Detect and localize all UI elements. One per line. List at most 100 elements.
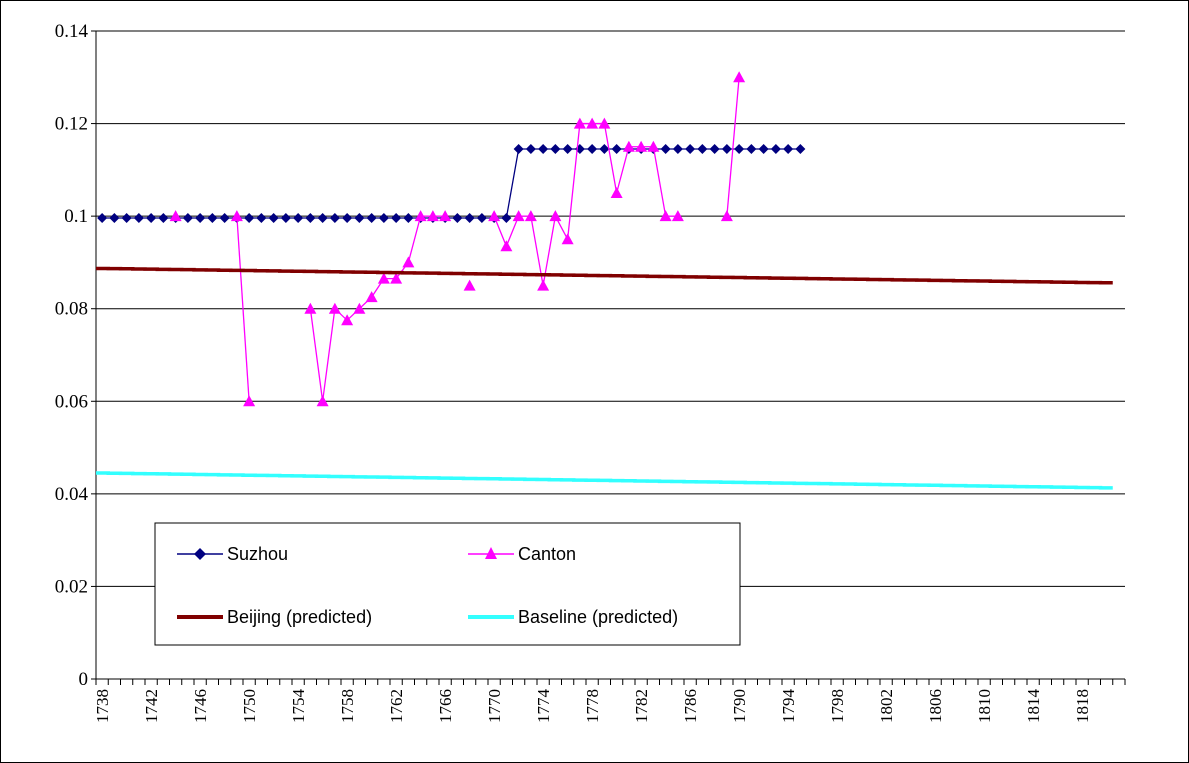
legend-item-beijing: Beijing (predicted) xyxy=(177,607,372,627)
x-tick-label-1770: 1770 xyxy=(485,689,504,723)
point-suzhou-1762 xyxy=(391,212,402,223)
legend-item-suzhou: Suzhou xyxy=(177,544,288,564)
x-tick-label-1758: 1758 xyxy=(338,689,357,723)
point-canton-1770 xyxy=(488,210,501,222)
x-tick-label-1806: 1806 xyxy=(926,689,945,723)
point-suzhou-1757 xyxy=(329,212,340,223)
point-suzhou-1755 xyxy=(305,212,316,223)
point-suzhou-1780 xyxy=(611,144,622,155)
point-canton-1755 xyxy=(304,302,317,314)
legend-marker-suzhou xyxy=(194,548,206,560)
x-tick-label-1762: 1762 xyxy=(387,689,406,723)
x-tick-label-1818: 1818 xyxy=(1073,689,1092,723)
x-tick-label-1790: 1790 xyxy=(730,689,749,723)
point-canton-1789 xyxy=(720,210,733,222)
point-suzhou-1772 xyxy=(513,144,524,155)
series-line-canton-4 xyxy=(493,122,678,286)
series-line-beijing xyxy=(96,266,1113,285)
point-suzhou-1792 xyxy=(758,144,769,155)
legend-item-baseline: Baseline (predicted) xyxy=(468,607,678,627)
point-suzhou-1751 xyxy=(256,212,267,223)
point-canton-1790 xyxy=(733,71,746,83)
gridlines xyxy=(96,30,1125,587)
point-suzhou-1785 xyxy=(672,144,683,155)
point-canton-1775 xyxy=(549,210,562,222)
point-suzhou-1745 xyxy=(182,212,193,223)
point-canton-1768 xyxy=(463,279,476,291)
point-canton-1771 xyxy=(500,240,513,252)
point-suzhou-1761 xyxy=(378,212,389,223)
x-tick-label-1746: 1746 xyxy=(191,689,210,723)
series-baseline-predicted xyxy=(96,471,1113,490)
point-suzhou-1748 xyxy=(219,212,230,223)
point-canton-1783 xyxy=(647,140,660,152)
series-line-canton-5 xyxy=(726,77,740,217)
point-canton-1764 xyxy=(414,210,427,222)
point-canton-1779 xyxy=(598,117,611,129)
legend-box xyxy=(154,522,741,646)
point-suzhou-1756 xyxy=(317,212,328,223)
legend-item-canton: Canton xyxy=(468,544,576,564)
point-canton-1778 xyxy=(586,117,599,129)
y-tick-label-6: 0.12 xyxy=(55,114,88,135)
point-canton-1776 xyxy=(561,233,574,245)
point-canton-1784 xyxy=(659,210,672,222)
point-suzhou-1760 xyxy=(366,212,377,223)
legend-label-beijing: Beijing (predicted) xyxy=(227,607,372,627)
point-suzhou-1789 xyxy=(721,144,732,155)
legend-marker-canton xyxy=(485,547,497,559)
point-suzhou-1750 xyxy=(244,212,255,223)
point-suzhou-1787 xyxy=(697,144,708,155)
legend-label-suzhou: Suzhou xyxy=(227,544,288,564)
point-suzhou-1759 xyxy=(354,212,365,223)
y-axis-ticks: 0 0.02 0.04 0.06 0.08 0.1 0.12 0.14 xyxy=(55,21,96,690)
point-canton-1762 xyxy=(390,272,403,284)
point-suzhou-1742 xyxy=(146,212,157,223)
point-suzhou-1739 xyxy=(109,212,120,223)
x-tick-label-1798: 1798 xyxy=(828,689,847,723)
point-canton-1766 xyxy=(439,210,452,222)
point-canton-1757 xyxy=(328,302,341,314)
x-tick-label-1814: 1814 xyxy=(1024,689,1043,724)
series-line-baseline xyxy=(96,471,1113,490)
x-tick-label-1750: 1750 xyxy=(240,689,259,723)
point-canton-1761 xyxy=(377,272,390,284)
point-canton-1750 xyxy=(243,395,256,407)
point-suzhou-1771 xyxy=(501,212,512,223)
point-suzhou-1747 xyxy=(207,212,218,223)
point-canton-1763 xyxy=(402,256,415,268)
legend-label-canton: Canton xyxy=(518,544,576,564)
point-canton-1782 xyxy=(635,140,648,152)
point-suzhou-1741 xyxy=(133,212,144,223)
point-canton-1773 xyxy=(524,210,537,222)
point-suzhou-1743 xyxy=(158,212,169,223)
point-suzhou-1746 xyxy=(195,212,206,223)
x-tick-label-1778: 1778 xyxy=(583,689,602,723)
y-tick-label-2: 0.04 xyxy=(55,484,89,505)
series-line-canton-1 xyxy=(236,216,250,402)
point-canton-1760 xyxy=(365,291,378,303)
point-suzhou-1778 xyxy=(587,144,598,155)
point-suzhou-1763 xyxy=(403,212,414,223)
series-line-suzhou xyxy=(102,148,801,219)
point-canton-1759 xyxy=(353,302,366,314)
point-suzhou-1786 xyxy=(685,144,696,155)
series-canton xyxy=(169,71,746,407)
series-suzhou xyxy=(97,144,806,223)
x-tick-label-1774: 1774 xyxy=(534,689,553,724)
point-suzhou-1774 xyxy=(538,144,549,155)
point-suzhou-1795 xyxy=(795,144,806,155)
point-suzhou-1784 xyxy=(660,144,671,155)
legend: Suzhou Canton Beijing (predicted) Baseli… xyxy=(154,522,741,646)
legend-label-baseline: Baseline (predicted) xyxy=(518,607,678,627)
point-suzhou-1775 xyxy=(550,144,561,155)
x-tick-label-1810: 1810 xyxy=(975,689,994,723)
point-suzhou-1758 xyxy=(342,212,353,223)
point-canton-1758 xyxy=(341,314,354,326)
x-axis-ticks: 1738 1742 1746 1750 1754 1758 1762 1766 1770 1774… xyxy=(93,679,1126,724)
y-tick-label-4: 0.08 xyxy=(55,299,88,320)
point-suzhou-1788 xyxy=(709,144,720,155)
point-suzhou-1768 xyxy=(464,212,475,223)
series-beijing-predicted xyxy=(96,266,1113,285)
point-canton-1781 xyxy=(622,140,635,152)
